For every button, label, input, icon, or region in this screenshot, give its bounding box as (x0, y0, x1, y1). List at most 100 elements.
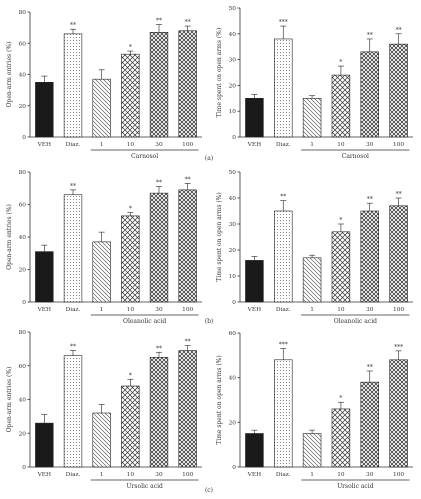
category-label: Diaz. (66, 142, 81, 148)
bar-1 (302, 433, 322, 468)
significance-marker: ** (185, 176, 191, 183)
y-axis-label: Time spent on open arms (%) (216, 192, 223, 281)
category-label: Diaz. (276, 472, 291, 478)
significance-marker: ** (156, 180, 162, 187)
y-tick-label: 20 (229, 248, 237, 254)
significance-marker: * (339, 395, 342, 402)
bar-30 (360, 210, 379, 303)
significance-marker: ** (156, 18, 162, 25)
group-label: Oleanolic acid (123, 318, 166, 325)
y-tick-label: 40 (19, 398, 27, 404)
significance-marker: * (339, 217, 342, 224)
bar-veh (245, 260, 264, 303)
category-label: 1 (100, 142, 104, 148)
bar-diaz (274, 210, 293, 303)
y-tick-label: 40 (229, 32, 237, 38)
bar-diaz (63, 194, 83, 303)
category-label: 30 (366, 142, 374, 148)
y-tick-label: 40 (229, 376, 237, 382)
y-tick-label: 0 (22, 300, 26, 306)
bar-10 (331, 231, 351, 303)
category-label: 1 (310, 472, 314, 478)
category-label: 100 (182, 472, 193, 478)
significance-marker: ** (367, 196, 373, 203)
category-label: VEH (247, 472, 261, 478)
bar-veh (245, 433, 264, 468)
significance-marker: ** (185, 19, 191, 26)
bar-100 (178, 189, 197, 303)
bar-10 (121, 215, 140, 303)
bar-1 (92, 78, 111, 138)
y-tick-label: 0 (232, 300, 236, 306)
bar-diaz (63, 355, 83, 468)
bar-veh (35, 251, 54, 303)
category-label: 30 (366, 472, 374, 478)
category-label: 30 (155, 307, 163, 313)
bar-100 (389, 205, 408, 303)
y-tick-label: 60 (19, 41, 27, 47)
y-tick-label: 80 (19, 330, 27, 336)
bar-diaz (274, 359, 293, 468)
category-label: Diaz. (66, 307, 81, 313)
y-tick-label: 20 (229, 420, 237, 426)
y-axis-label: Time spent on open arms (%) (216, 28, 223, 117)
significance-marker: ** (396, 191, 402, 198)
bar-10 (121, 385, 140, 468)
panel-label-a: (a) (205, 155, 213, 162)
panel-label-c: (c) (205, 487, 213, 494)
bar-1 (92, 241, 111, 303)
y-tick-label: 20 (19, 431, 27, 437)
y-axis-label: Time spent on open arms (%) (216, 355, 223, 444)
y-tick-label: 40 (229, 196, 237, 202)
category-label: 10 (337, 142, 345, 148)
bar-1 (92, 412, 111, 468)
bar-1 (302, 257, 322, 303)
group-label: Carnosol (131, 153, 158, 160)
significance-marker: ** (156, 345, 162, 352)
significance-marker: *** (279, 19, 288, 26)
y-axis-label: Open-arm entries (%) (6, 204, 13, 270)
y-axis-label: Open-arm entries (%) (6, 367, 13, 433)
category-label: 1 (100, 307, 104, 313)
category-label: 100 (182, 307, 193, 313)
significance-marker: * (339, 59, 342, 66)
bar-100 (178, 350, 197, 468)
y-tick-label: 80 (19, 10, 27, 16)
chart-b-right: 0 10 20 30 40 50 Time spent on open arms (%) VE… (216, 170, 413, 325)
group-label: Ursolic acid (126, 483, 163, 490)
bar-100 (389, 43, 408, 138)
significance-marker: *** (279, 342, 288, 349)
category-label: 10 (127, 472, 135, 478)
significance-marker: ** (185, 339, 191, 346)
y-tick-label: 0 (232, 135, 236, 141)
bar-10 (331, 74, 351, 138)
category-label: VEH (37, 472, 51, 478)
y-tick-label: 80 (19, 170, 27, 176)
y-tick-label: 20 (19, 268, 27, 274)
category-label: VEH (37, 307, 51, 313)
bar-veh (35, 422, 54, 468)
panel-label-b: (b) (205, 318, 214, 325)
category-label: 30 (155, 142, 163, 148)
chart-c-left: 0 20 40 60 80 Open-arm entries (%) VEH ** Diaz. 1… (6, 330, 202, 490)
category-label: 100 (393, 307, 404, 313)
category-label: Diaz. (276, 142, 291, 148)
category-label: 10 (337, 472, 345, 478)
category-label: 1 (100, 472, 104, 478)
category-label: 10 (337, 307, 345, 313)
group-label: Ursolic acid (337, 483, 374, 490)
y-tick-label: 20 (19, 104, 27, 110)
y-tick-label: 50 (229, 170, 237, 176)
y-tick-label: 60 (19, 203, 27, 209)
chart-b-left: 0 20 40 60 80 Open-arm entries (%) VEH ** Diaz. 1… (6, 170, 202, 325)
bar-100 (178, 30, 197, 138)
significance-marker: ** (367, 32, 373, 39)
chart-a-left: 0 20 40 60 80 Open-arm entries (%) VEH ** Diaz. 1… (6, 10, 202, 160)
category-label: 10 (127, 142, 135, 148)
category-label: VEH (247, 142, 261, 148)
category-label: 1 (310, 307, 314, 313)
significance-marker: ** (70, 22, 76, 29)
category-label: 100 (393, 142, 404, 148)
